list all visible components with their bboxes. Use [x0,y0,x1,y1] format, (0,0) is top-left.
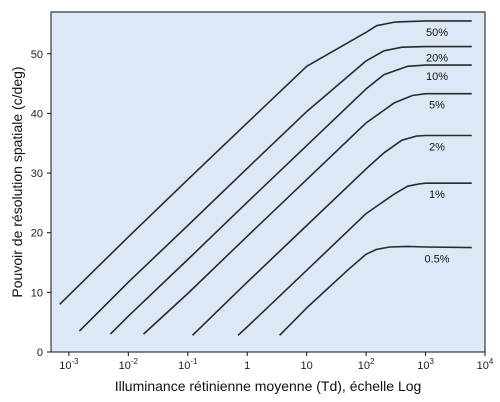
series-label: 10% [426,71,448,83]
x-tick-label-exponent: 3 [429,357,434,366]
x-tick-label-exponent: 2 [370,357,375,366]
x-tick-label-exponent: 4 [489,357,494,366]
x-tick-label: 103 [417,357,434,372]
y-tick-label: 20 [31,228,43,240]
x-tick-label: 10-1 [178,357,198,372]
x-tick-label-exponent: -2 [131,357,139,366]
y-tick-label: 10 [31,287,43,299]
y-tick-label: 30 [31,168,43,180]
series-label: 5% [429,100,445,112]
x-tick-label: 10-3 [59,357,79,372]
x-tick-label: 102 [358,357,375,372]
x-tick-label-base: 10 [119,360,131,372]
series-line [142,92,472,335]
y-tick-label: 0 [37,347,43,359]
series-line [59,20,472,305]
y-tick-label: 40 [31,108,43,120]
series-line [109,64,472,335]
series-layer: 50% 20% 10% 5% 2% 1% 0.5% [59,20,472,336]
x-tick-label-exponent: -3 [71,357,79,366]
x-tick-label-base: 10 [417,360,429,372]
x-tick-label-base: 10 [477,360,489,372]
series-label: 1% [429,189,445,201]
series-label: 50% [426,27,448,39]
x-tick-label-base: 1 [244,360,250,372]
x-tick-label-base: 10 [59,360,71,372]
x-tick-label-base: 10 [358,360,370,372]
series-label: 2% [429,142,445,154]
x-tick-label: 10 [301,360,313,372]
x-axis-title: Illuminance rétinienne moyenne (Td), éch… [115,378,422,394]
x-tick-label-base: 10 [178,360,190,372]
plot-frame [50,11,486,353]
series-label: 0.5% [424,254,449,266]
y-tick-label: 50 [31,49,43,61]
x-tick-label-base: 10 [301,360,313,372]
series-label: 20% [426,53,448,65]
y-axis-title: Pouvoir de résolution spatiale (c/deg) [9,66,25,297]
x-tick-label: 10-2 [119,357,139,372]
series-line [279,245,472,336]
x-tick-label: 104 [477,357,494,372]
series-line [237,182,472,336]
x-tick-label: 1 [244,360,250,372]
x-tick-label-exponent: -1 [190,357,198,366]
series-line [191,134,472,336]
series-line [78,45,472,332]
